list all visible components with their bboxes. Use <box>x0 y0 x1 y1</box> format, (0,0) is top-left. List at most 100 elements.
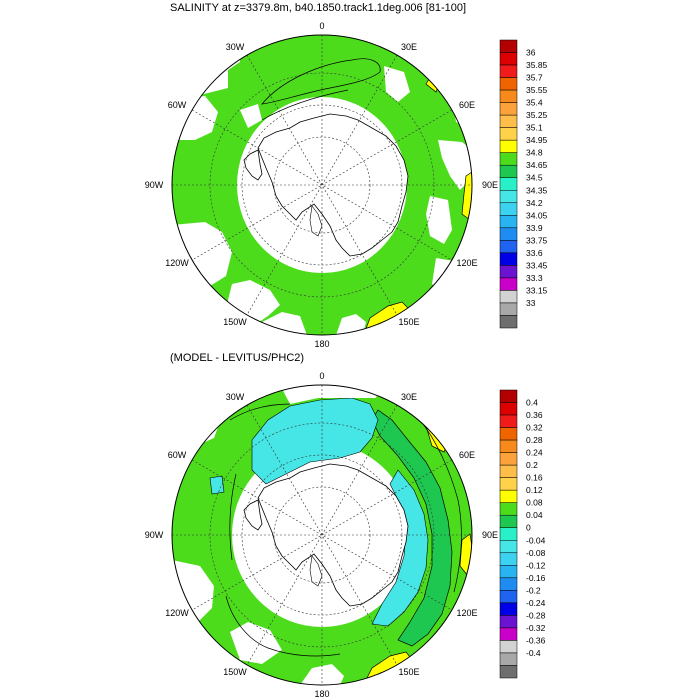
colorbar-swatch <box>499 265 518 279</box>
colorbar-label: -0.32 <box>526 623 546 633</box>
colorbar-swatch <box>499 127 518 141</box>
colorbar-swatch <box>499 190 518 204</box>
colorbar-swatch <box>499 602 518 616</box>
colorbar-label: 0 <box>526 523 531 533</box>
colorbar-swatch <box>499 89 518 103</box>
top-label-90e: 90E <box>482 180 498 190</box>
bottom-label-90w: 90W <box>145 530 164 540</box>
bottom-map: 0 30E 60E 90E 120E 150E 180 150W 120W 90… <box>145 371 498 699</box>
top-graticule <box>172 35 472 335</box>
colorbar-label: 0.4 <box>526 398 538 408</box>
colorbar-swatch <box>499 552 518 566</box>
top-label-60e: 60E <box>459 100 475 110</box>
top-label-90w: 90W <box>145 180 164 190</box>
colorbar-label: -0.12 <box>526 560 546 570</box>
colorbar-swatch <box>499 302 518 316</box>
bottom-graticule <box>172 385 472 685</box>
top-label-150w: 150W <box>223 317 247 327</box>
colorbar-swatch <box>499 252 518 266</box>
colorbar-label: 0.24 <box>526 448 543 458</box>
colorbar-label: 0.16 <box>526 473 543 483</box>
colorbar-swatch <box>499 315 518 329</box>
bottom-label-150w: 150W <box>223 667 247 677</box>
bottom-negative-regions <box>209 397 429 627</box>
colorbar-label: 34.65 <box>526 160 548 170</box>
colorbar-swatch <box>499 290 518 304</box>
top-lon-labels: 0 30E 60E 90E 120E 150E 180 150W 120W 90… <box>145 21 498 349</box>
colorbar-swatch <box>499 240 518 254</box>
top-label-180: 180 <box>314 339 329 349</box>
colorbar-label: 35.55 <box>526 85 548 95</box>
colorbar-swatch <box>499 489 518 503</box>
colorbar-swatch <box>499 414 518 428</box>
colorbar-swatch <box>499 477 518 491</box>
colorbar-label: 0.36 <box>526 410 543 420</box>
colorbar-swatch <box>499 427 518 441</box>
bottom-label-30e: 30E <box>401 392 417 402</box>
colorbar-swatch <box>499 502 518 516</box>
colorbar-swatch <box>499 102 518 116</box>
top-label-60w: 60W <box>168 100 187 110</box>
colorbar-swatch <box>499 627 518 641</box>
top-label-0: 0 <box>319 21 324 31</box>
colorbar-swatch <box>499 52 518 66</box>
bottom-label-90e: 90E <box>482 530 498 540</box>
colorbar-swatch <box>499 514 518 528</box>
bottom-label-180: 180 <box>314 689 329 699</box>
colorbar-swatch <box>499 177 518 191</box>
colorbar-label: -0.2 <box>526 585 541 595</box>
colorbar-label: -0.36 <box>526 635 546 645</box>
top-ross-shelf <box>309 205 323 237</box>
colorbar-label: -0.4 <box>526 648 541 658</box>
colorbar-swatch <box>499 565 518 579</box>
colorbar-label: 34.35 <box>526 185 548 195</box>
colorbar-label: 34.95 <box>526 135 548 145</box>
colorbar-swatch <box>499 64 518 78</box>
colorbar-label: 35.7 <box>526 73 543 83</box>
colorbar-label: -0.24 <box>526 598 546 608</box>
colorbar-label: 33.9 <box>526 223 543 233</box>
colorbar-swatch <box>499 164 518 178</box>
colorbar-label: 35.4 <box>526 98 543 108</box>
colorbar-swatch <box>499 227 518 241</box>
colorbar-swatch <box>499 202 518 216</box>
colorbar-label: 33.75 <box>526 235 548 245</box>
colorbar-label: 0.32 <box>526 423 543 433</box>
bottom-label-0: 0 <box>319 371 324 381</box>
colorbar-swatch <box>499 540 518 554</box>
top-panel-title: SALINITY at z=3379.8m, b40.1850.track1.1… <box>170 2 467 14</box>
colorbar-swatch <box>499 389 518 403</box>
top-label-120w: 120W <box>165 258 189 268</box>
colorbar-swatch <box>499 114 518 128</box>
colorbar-swatch <box>499 77 518 91</box>
colorbar-swatch <box>499 577 518 591</box>
colorbar-swatch <box>499 640 518 654</box>
colorbar-swatch <box>499 139 518 153</box>
colorbar-label: 33.3 <box>526 273 543 283</box>
colorbar-swatch <box>499 452 518 466</box>
colorbar-label: -0.28 <box>526 610 546 620</box>
bottom-label-120w: 120W <box>165 608 189 618</box>
bottom-label-60w: 60W <box>168 450 187 460</box>
colorbar-label: 0.2 <box>526 460 538 470</box>
colorbar-swatch <box>499 464 518 478</box>
colorbar-label: 35.1 <box>526 123 543 133</box>
top-map: 0 30E 60E 90E 120E 150E 180 150W 120W 90… <box>145 21 498 349</box>
colorbar-label: 34.8 <box>526 148 543 158</box>
colorbar-label: 0.12 <box>526 485 543 495</box>
bottom-map-border <box>171 384 473 686</box>
colorbar-label: 0.08 <box>526 498 543 508</box>
top-label-120e: 120E <box>456 258 477 268</box>
colorbar-label: -0.16 <box>526 573 546 583</box>
top-colorbar: 36 35.85 35.7 35.55 35.4 35.25 35.1 34.95 34.8 34… <box>499 39 548 329</box>
bottom-contours <box>225 403 462 657</box>
colorbar-label: -0.04 <box>526 535 546 545</box>
bottom-lon-labels: 0 30E 60E 90E 120E 150E 180 150W 120W 90… <box>145 371 498 699</box>
colorbar-swatch <box>499 152 518 166</box>
bottom-label-150e: 150E <box>398 667 419 677</box>
colorbar-label: 0.28 <box>526 435 543 445</box>
colorbar-swatch <box>499 439 518 453</box>
colorbar-swatch <box>499 527 518 541</box>
colorbar-label: 33.45 <box>526 260 548 270</box>
